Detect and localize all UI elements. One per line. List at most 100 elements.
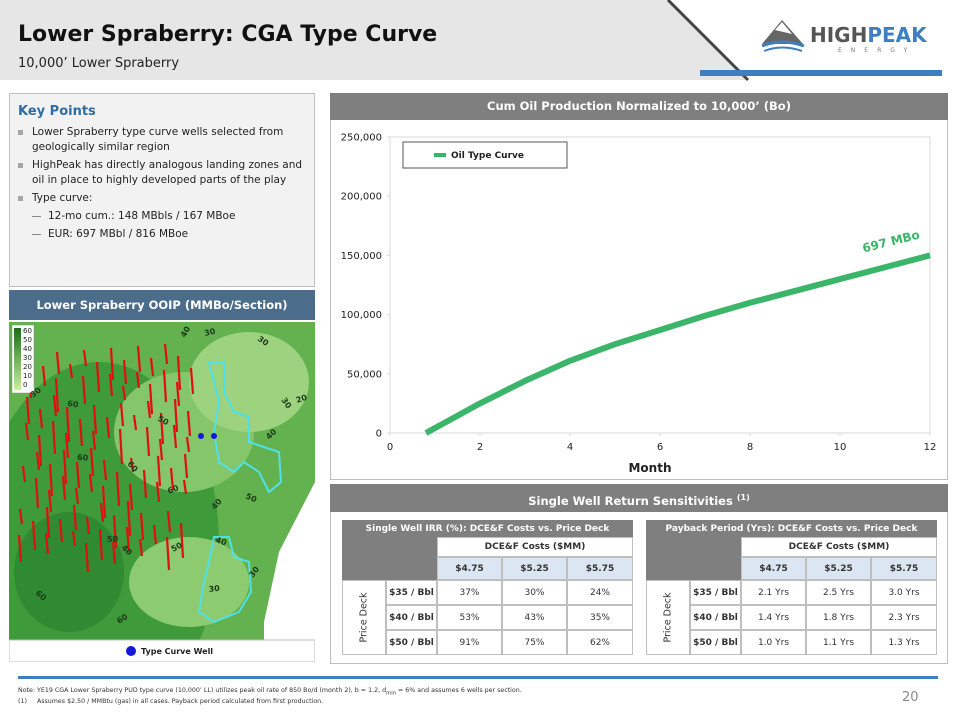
scale-label: 30 (23, 354, 32, 362)
y-tick-label: 200,000 (341, 192, 382, 203)
y-tick-label: 250,000 (341, 133, 382, 144)
footnote-mark: (1) (18, 698, 27, 705)
bullet-square (18, 130, 23, 135)
table-cell: 2.1 Yrs (741, 580, 806, 605)
table-title: Payback Period (Yrs): DCE&F Costs vs. Pr… (646, 520, 937, 537)
table-cell: 3.0 Yrs (871, 580, 937, 605)
contour-label: 60 (166, 483, 180, 496)
scale-label: 60 (23, 327, 32, 335)
table-cell: 1.3 Yrs (871, 630, 937, 655)
page-number: 20 (902, 690, 919, 705)
bullet-text: EUR: 697 MBbl / 816 MBoe (48, 228, 189, 240)
y-tick-label: 50,000 (347, 369, 382, 380)
x-tick-label: 0 (387, 442, 393, 453)
column-header: $4.75 (437, 557, 502, 580)
chart-title: Cum Oil Production Normalized to 10,000’… (330, 93, 948, 120)
note: Note: YE19 CGA Lower Spraberry PUD type … (18, 687, 522, 696)
column-header: $5.75 (871, 557, 937, 580)
x-tick-label: 2 (477, 442, 483, 453)
table-cell: 2.5 Yrs (806, 580, 871, 605)
table-title: Single Well IRR (%): DCE&F Costs vs. Pri… (342, 520, 633, 537)
sensitivities-title-text: Single Well Return Sensitivities (528, 493, 733, 508)
row-header: $50 / Bbl (690, 630, 741, 655)
table-cell: 1.8 Yrs (806, 605, 871, 630)
row-group-label: Price Deck (662, 592, 674, 643)
contour-label: 50 (244, 492, 258, 505)
table-cell: 62% (567, 630, 633, 655)
footer-rule (18, 676, 938, 679)
slide-subtitle: 10,000’ Lower Spraberry (18, 56, 180, 71)
x-tick-label: 6 (657, 442, 663, 453)
column-header: $5.25 (806, 557, 871, 580)
y-tick-label: 150,000 (341, 251, 382, 262)
bullet-text: Lower Spraberry type curve wells selecte… (32, 126, 284, 153)
y-tick-label: 0 (376, 429, 382, 440)
bullet: Type curve: (10, 191, 306, 206)
column-header: $5.75 (567, 557, 633, 580)
column-header: $4.75 (741, 557, 806, 580)
table-cell: 1.0 Yrs (741, 630, 806, 655)
note-sub: min (386, 690, 396, 697)
key-points-title: Key Points (18, 104, 96, 119)
bullet-dash (32, 216, 41, 217)
x-tick-label: 4 (567, 442, 573, 453)
legend-label: Oil Type Curve (451, 151, 524, 161)
contour-label: 40 (214, 535, 228, 547)
plot-area (389, 136, 931, 434)
bullet-square (18, 196, 23, 201)
table-cell: 1.1 Yrs (806, 630, 871, 655)
bullet: Lower Spraberry type curve wells selecte… (10, 125, 306, 155)
table-corner (646, 537, 741, 580)
x-tick-label: 10 (834, 442, 847, 453)
footnote-mark: (1) (736, 493, 750, 502)
scale-label: 10 (23, 372, 32, 380)
legend-box (402, 141, 568, 169)
logo-sub: ENERGY (838, 47, 916, 54)
scale-label: 50 (23, 336, 32, 344)
bullet-text: 12-mo cum.: 148 MBbls / 167 MBoe (48, 210, 236, 222)
key-points: Key Points Lower Spraberry type curve we… (9, 93, 315, 287)
row-header: $35 / Bbl (386, 580, 437, 605)
row-header: $50 / Bbl (386, 630, 437, 655)
bullet-text: Type curve: (32, 192, 93, 204)
contour-label: 20 (295, 393, 309, 405)
map-legend: Type Curve Well (141, 647, 213, 656)
map-title: Lower Spraberry OOIP (MMBo/Section) (9, 290, 315, 320)
table-cell: 2.3 Yrs (871, 605, 937, 630)
header-band: HIGHPEAK ENERGY (0, 0, 942, 82)
chart: 0 50,000 100,000 150,000 200,000 250,000 0 2 4 6 8… (341, 133, 937, 476)
contour-label: 60 (77, 453, 89, 463)
footnote: (1) Assumes $2.50 / MMBtu (gas) in all c… (18, 698, 323, 705)
bullet-dash (32, 234, 41, 235)
slide-title: Lower Spraberry: CGA Type Curve (18, 22, 438, 47)
table-cell: 91% (437, 630, 502, 655)
contour-label: 30 (208, 584, 221, 594)
contour-label: 50 (107, 535, 119, 544)
table-cell: 43% (502, 605, 567, 630)
x-tick-label: 8 (747, 442, 753, 453)
sensitivities-title: Single Well Return Sensitivities (1) (330, 484, 948, 512)
bullet: HighPeak has directly analogous landing … (10, 158, 306, 188)
row-header: $35 / Bbl (690, 580, 741, 605)
series-line (424, 252, 931, 436)
contour-label: 60 (67, 399, 80, 410)
logo: HIGHPEAK (810, 23, 928, 47)
table-cell: 75% (502, 630, 567, 655)
table-cell: 1.4 Yrs (741, 605, 806, 630)
note-text: Note: YE19 CGA Lower Spraberry PUD type … (18, 687, 387, 694)
row-group: Price Deck (646, 580, 690, 655)
table-cell: 37% (437, 580, 502, 605)
scale-label: 20 (23, 363, 32, 371)
y-tick-label: 100,000 (341, 310, 382, 321)
table-cell: 24% (567, 580, 633, 605)
column-header: $5.25 (502, 557, 567, 580)
table-cell: 53% (437, 605, 502, 630)
bullet-list: Lower Spraberry type curve wells selecte… (10, 125, 306, 242)
bullet: EUR: 697 MBbl / 816 MBoe (10, 227, 306, 242)
row-header: $40 / Bbl (690, 605, 741, 630)
scale-label: 40 (23, 345, 32, 353)
note-text: = 6% and assumes 6 wells per section. (396, 687, 522, 694)
bullet-square (18, 163, 23, 168)
